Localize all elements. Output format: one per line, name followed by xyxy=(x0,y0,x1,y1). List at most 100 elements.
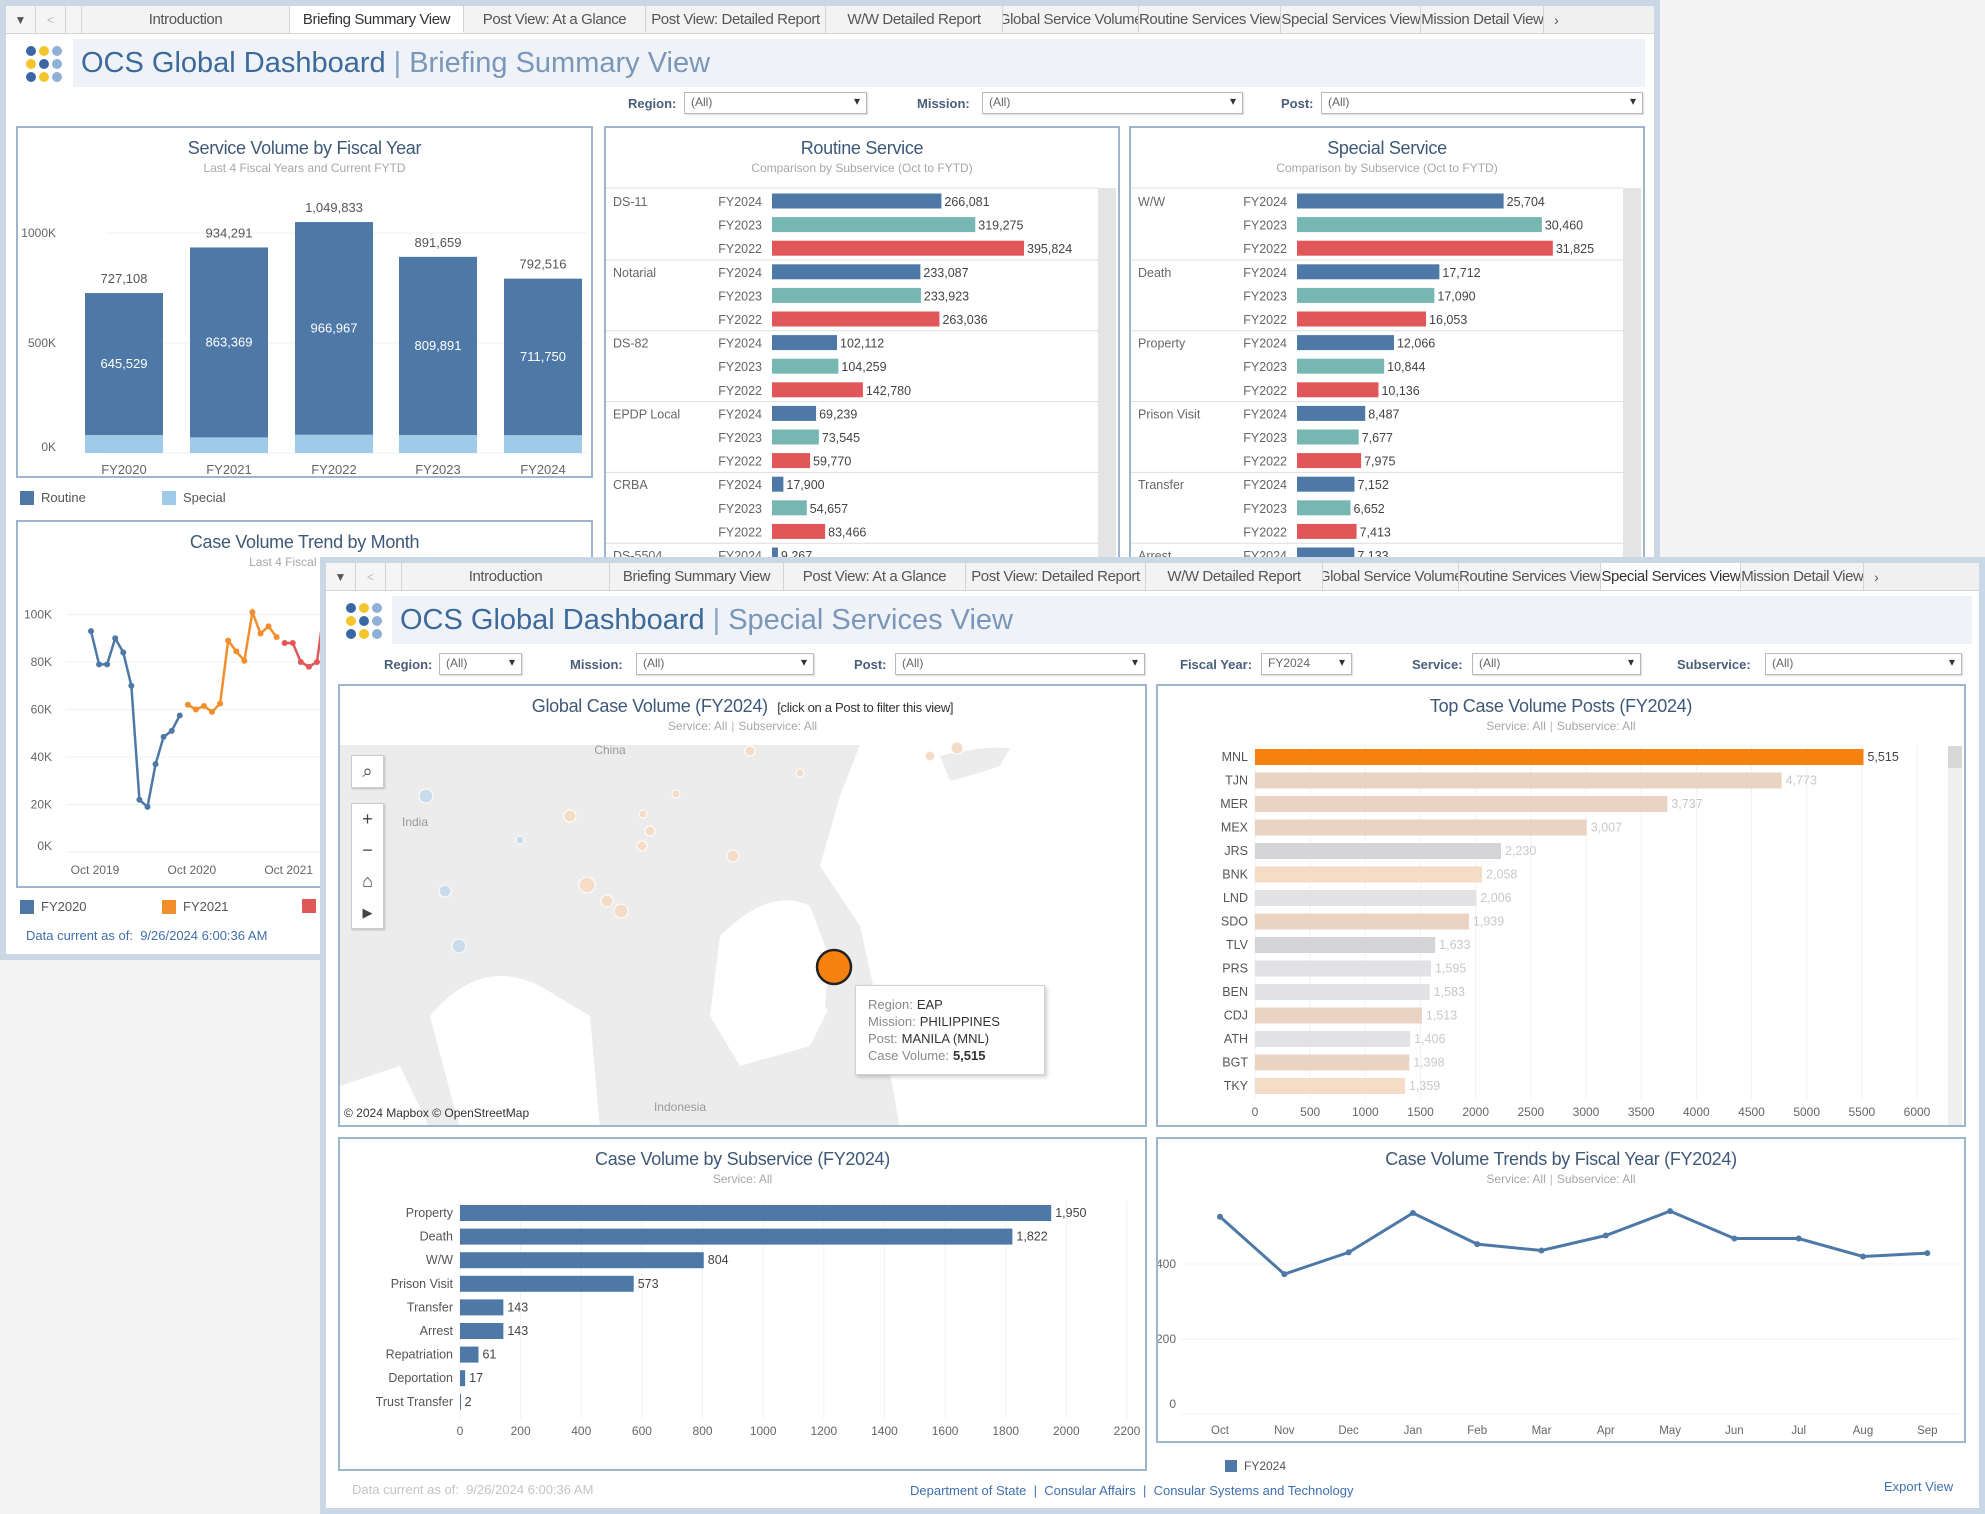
tab-ww-detailed-report[interactable]: W/W Detailed Report xyxy=(826,6,1003,33)
data-point xyxy=(112,635,119,642)
zoom-in-icon[interactable]: + xyxy=(362,809,373,829)
tab-global-service-volume[interactable]: Global Service Volume xyxy=(1003,6,1139,33)
subservice-chart: 0 200 400 600 800 1000 1200 1400 1600 1800 2000 220… xyxy=(376,1201,1141,1438)
tab-spacer xyxy=(66,6,82,33)
tab-mission-detail-view[interactable]: Mission Detail View xyxy=(1741,563,1865,590)
post-bubble xyxy=(638,809,648,819)
x-tick-label: 800 xyxy=(693,1424,713,1438)
x-tick-label: FY2024 xyxy=(520,462,566,477)
data-point xyxy=(209,708,216,715)
tab-post-view-at-a-glance[interactable]: Post View: At a Glance xyxy=(464,6,646,33)
bar xyxy=(772,193,942,209)
region-select[interactable]: (All) xyxy=(439,653,522,675)
home-icon[interactable]: ⌂ xyxy=(362,871,373,891)
special-bar xyxy=(295,434,373,453)
subtitle-subservice: Subservice: All xyxy=(1556,719,1636,733)
scrollbar xyxy=(1623,188,1641,564)
data-point xyxy=(233,648,240,655)
tab-introduction[interactable]: Introduction xyxy=(82,6,290,33)
subservice-select[interactable]: (All) xyxy=(1765,653,1962,675)
legend-routine: Routine xyxy=(20,490,86,505)
mission-select[interactable]: (All) xyxy=(982,92,1243,114)
fiscal-year-label: FY2022 xyxy=(718,313,762,327)
x-tick-label: Aug xyxy=(1853,1425,1873,1437)
map-search-button[interactable]: ⌕ xyxy=(351,755,384,788)
subservice-label: Property xyxy=(1138,337,1186,351)
bar xyxy=(1297,382,1379,398)
subservice-label: CRBA xyxy=(613,478,648,492)
tab-global-service-volume[interactable]: Global Service Volume xyxy=(1323,563,1459,590)
post-select[interactable]: (All) xyxy=(895,653,1145,675)
bar xyxy=(460,1299,504,1316)
tab-routine-services-view[interactable]: Routine Services View xyxy=(1139,6,1282,33)
data-point xyxy=(1474,1241,1481,1248)
post-bubble xyxy=(451,938,467,954)
tab-post-view-detailed-report[interactable]: Post View: Detailed Report xyxy=(646,6,826,33)
chevron-right-icon[interactable]: › xyxy=(1554,11,1559,28)
bar xyxy=(772,382,863,398)
routine-swatch xyxy=(20,490,34,505)
bar xyxy=(772,217,976,233)
tooltip-post: Post: MANILA (MNL) xyxy=(868,1031,990,1046)
value-label: 142,780 xyxy=(866,384,911,398)
tab-briefing-summary-view[interactable]: Briefing Summary View xyxy=(290,6,464,33)
fiscal-year-label: FY2023 xyxy=(1243,289,1287,303)
fiscal-year-select[interactable]: FY2024 xyxy=(1261,653,1352,675)
map-attribution[interactable]: © 2024 Mapbox © OpenStreetMap xyxy=(344,1106,530,1120)
data-point xyxy=(1345,1249,1352,1256)
category-label: Trust Transfer xyxy=(376,1395,453,1409)
x-tick-label: Jan xyxy=(1404,1425,1423,1437)
bar xyxy=(1297,287,1435,303)
map-hint: [click on a Post to filter this view] xyxy=(777,700,954,715)
bar xyxy=(460,1346,479,1363)
bar xyxy=(1297,476,1355,492)
tab-ww-detailed-report[interactable]: W/W Detailed Report xyxy=(1146,563,1323,590)
tab-menu-button[interactable]: ▼ xyxy=(6,6,36,33)
region-select[interactable]: (All) xyxy=(684,92,867,114)
value-label: 8,487 xyxy=(1368,407,1399,421)
category-label: Prison Visit xyxy=(391,1277,454,1291)
credit-consular-systems[interactable]: Consular Systems and Technology xyxy=(1153,1483,1354,1498)
post-bubble xyxy=(726,849,740,863)
fiscal-year-label: FY2022 xyxy=(718,455,762,469)
x-tick-label: 500 xyxy=(1300,1105,1320,1119)
value-label: 104,259 xyxy=(841,360,886,374)
post-bubble xyxy=(600,894,614,908)
subtitle-subservice: Subservice: All xyxy=(738,719,818,733)
routine-bar xyxy=(190,247,268,438)
tab-special-services-view[interactable]: Special Services View xyxy=(1281,6,1422,33)
service-filter-label: Service: xyxy=(1412,657,1463,672)
tab-briefing-summary-view[interactable]: Briefing Summary View xyxy=(610,563,784,590)
y-tick-label: 60K xyxy=(31,703,52,717)
tab-post-view-at-a-glance[interactable]: Post View: At a Glance xyxy=(784,563,966,590)
routine-value-label: 809,891 xyxy=(415,338,462,353)
tab-routine-services-view[interactable]: Routine Services View xyxy=(1459,563,1602,590)
chevron-right-icon[interactable]: › xyxy=(1874,568,1879,585)
value-label: 1,583 xyxy=(1434,985,1465,999)
post-select[interactable]: (All) xyxy=(1321,92,1643,114)
tab-introduction[interactable]: Introduction xyxy=(402,563,610,590)
service-select[interactable]: (All) xyxy=(1472,653,1641,675)
subtitle-service: Service: All xyxy=(667,719,728,733)
category-label: TLV xyxy=(1226,938,1249,952)
zoom-out-icon[interactable]: − xyxy=(362,840,373,860)
data-point xyxy=(313,659,320,665)
tab-menu-button[interactable]: ▼ xyxy=(326,563,356,590)
tab-special-services-view[interactable]: Special Services View xyxy=(1601,563,1742,590)
play-icon[interactable]: ▶ xyxy=(362,904,373,920)
top-posts-chart: 0 500 1000 1500 2000 2500 3000 3500 4000 4500 5000… xyxy=(1220,745,1962,1125)
credit-consular-affairs[interactable]: Consular Affairs xyxy=(1044,1483,1136,1498)
tab-prev-button[interactable]: < xyxy=(356,563,386,590)
credit-department-of-state[interactable]: Department of State xyxy=(910,1483,1027,1498)
post-bubble xyxy=(613,903,629,919)
tab-mission-detail-view[interactable]: Mission Detail View xyxy=(1421,6,1545,33)
mission-select[interactable]: (All) xyxy=(636,653,814,675)
x-tick-label: Oct 2019 xyxy=(71,863,120,877)
tab-prev-button[interactable]: < xyxy=(36,6,66,33)
legend-label: Special xyxy=(183,490,226,505)
export-view-link[interactable]: Export View xyxy=(1884,1479,1954,1494)
tab-post-view-detailed-report[interactable]: Post View: Detailed Report xyxy=(966,563,1146,590)
total-label: 727,108 xyxy=(101,271,148,286)
value-label: 1,595 xyxy=(1435,962,1466,976)
post-bubble xyxy=(563,809,577,823)
